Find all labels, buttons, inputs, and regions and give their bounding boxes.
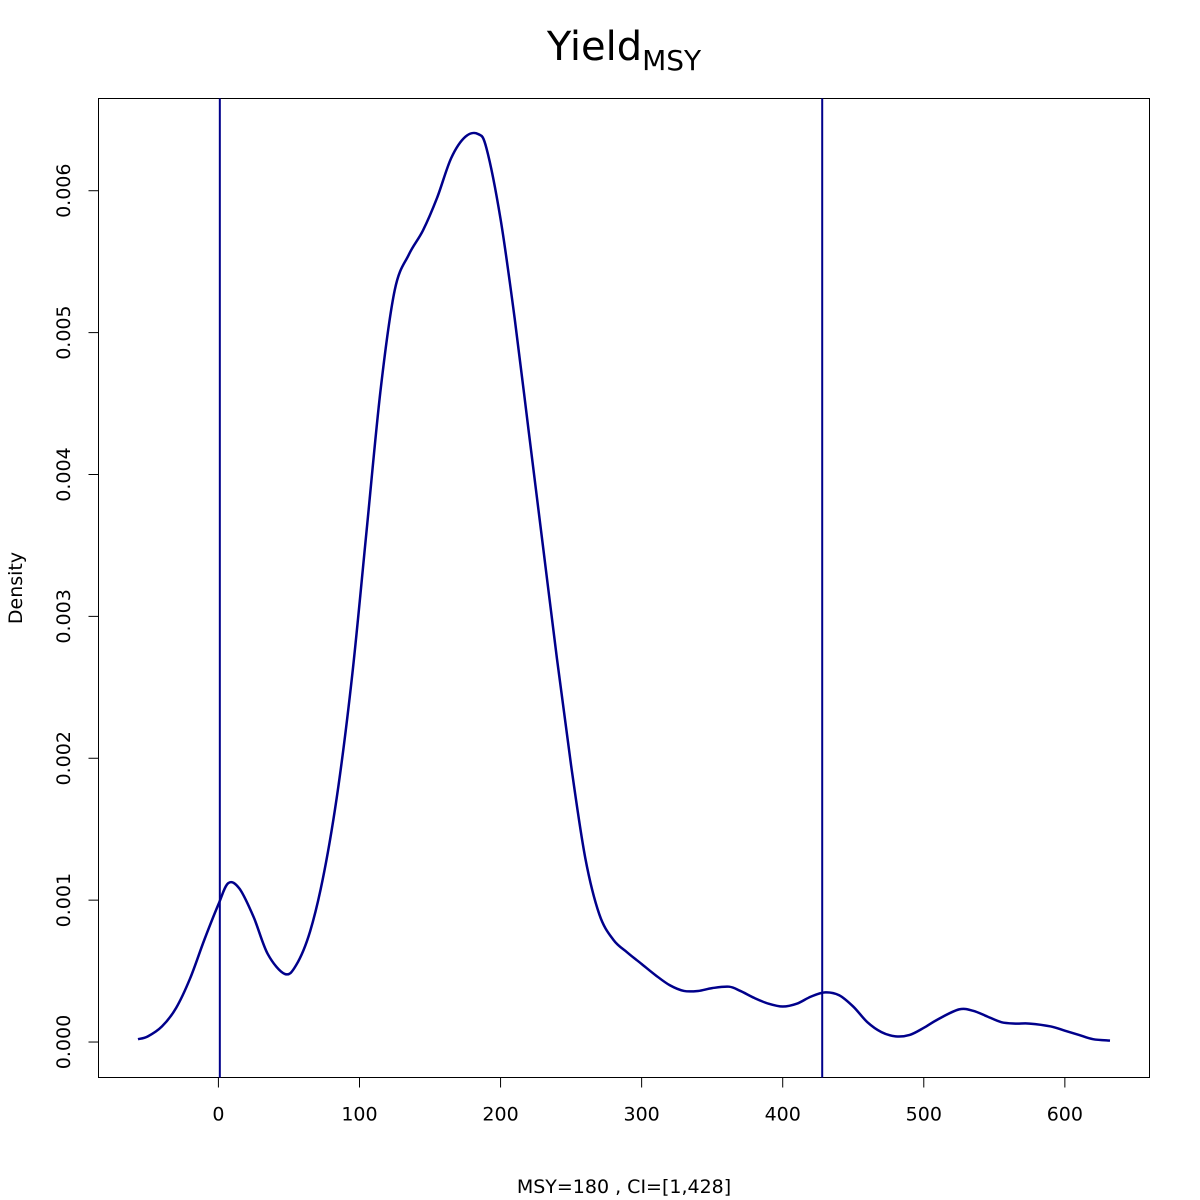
y-axis-label: Density	[5, 552, 27, 624]
chart-title: YieldMSY	[546, 24, 702, 77]
x-axis-label: MSY=180 , CI=[1,428]	[517, 1176, 731, 1198]
y-tick-label: 0.002	[53, 731, 75, 785]
y-tick-label: 0.000	[53, 1015, 75, 1069]
y-tick-label: 0.006	[53, 164, 75, 218]
x-tick-label: 600	[1047, 1104, 1083, 1126]
ci-lines	[218, 98, 824, 1078]
x-tick-label: 100	[341, 1104, 377, 1126]
y-tick-label: 0.001	[53, 873, 75, 927]
x-tick-label: 300	[624, 1104, 660, 1126]
y-tick-label: 0.003	[53, 589, 75, 643]
x-tick-label: 500	[906, 1104, 942, 1126]
x-tick-label: 200	[482, 1104, 518, 1126]
x-tick-label: 400	[765, 1104, 801, 1126]
plot-frame	[98, 98, 1150, 1078]
y-tick-label: 0.005	[53, 305, 75, 359]
x-tick-label: 0	[212, 1104, 224, 1126]
x-axis: 0 100 200 300 400 500 600	[212, 1077, 1083, 1126]
chart-title-main: Yield	[546, 24, 642, 70]
y-axis: 0.000 0.001 0.002 0.003 0.004 0.005 0.006	[53, 164, 99, 1069]
y-tick-label: 0.004	[53, 447, 75, 501]
density-line	[137, 131, 1111, 1042]
chart-title-subscript: MSY	[642, 44, 702, 77]
